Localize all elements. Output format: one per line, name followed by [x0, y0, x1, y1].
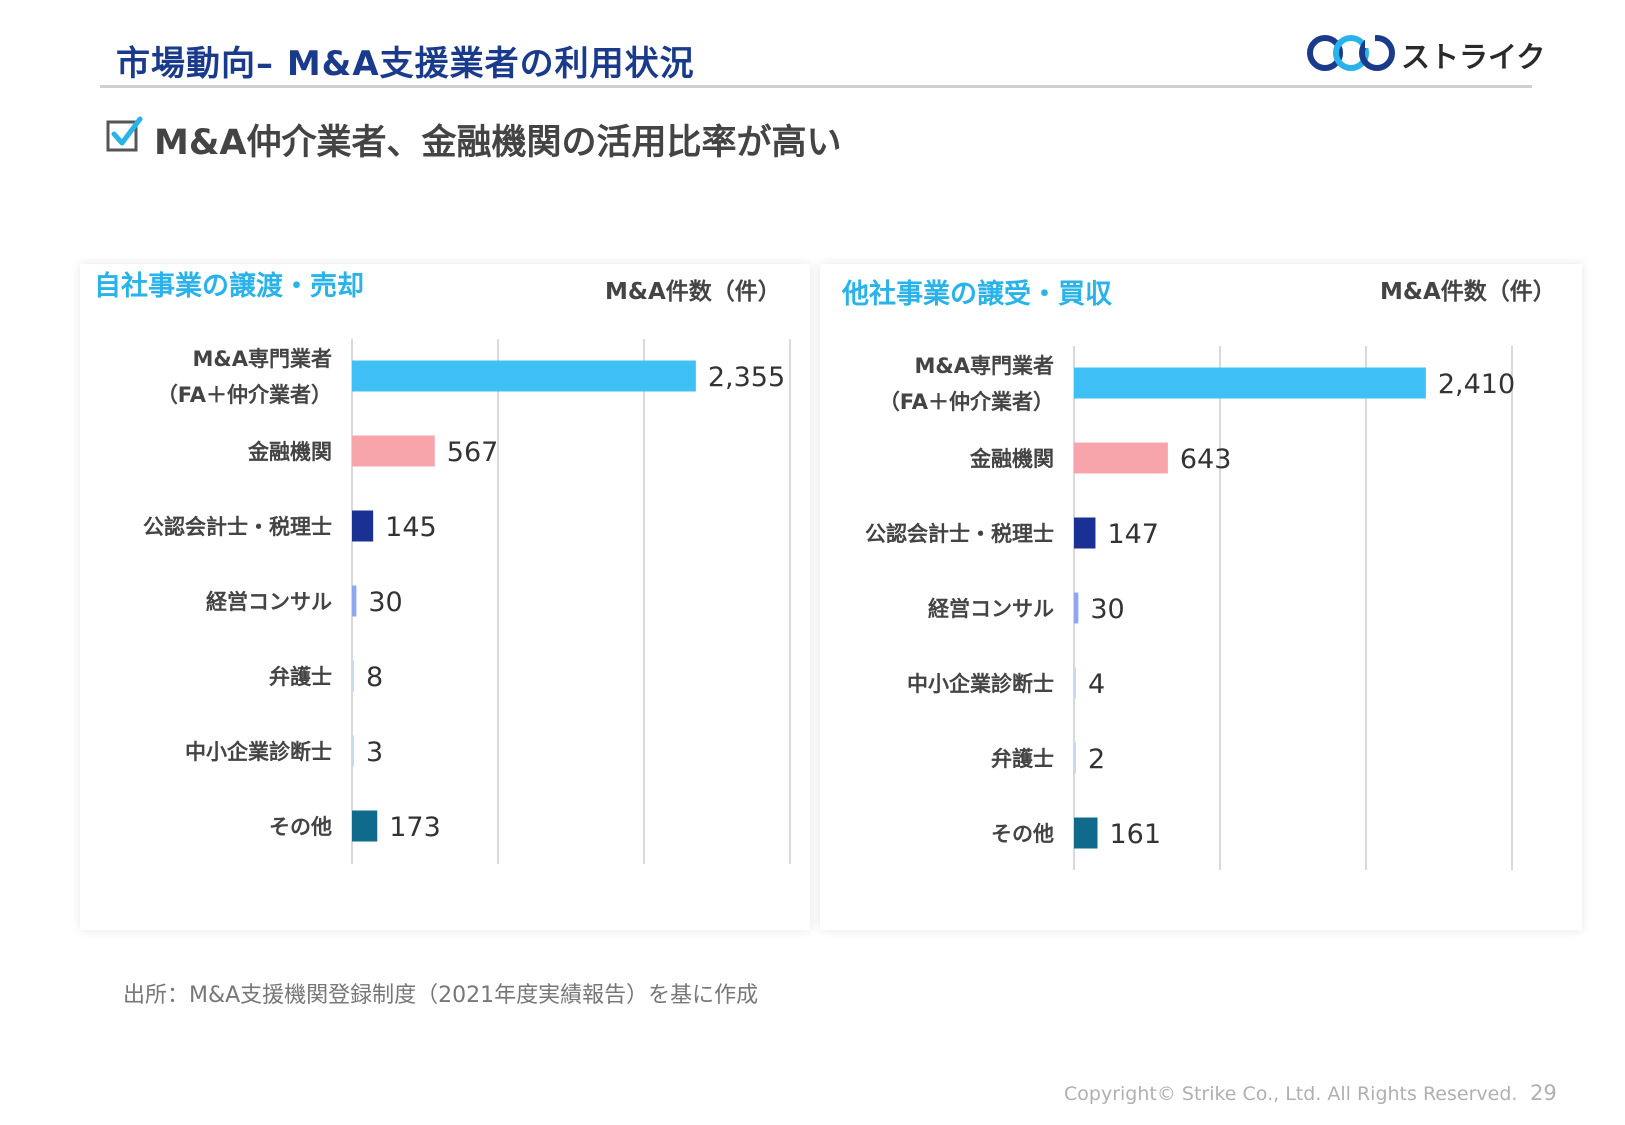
chart-unit-label: M&A件数（件） — [1380, 279, 1556, 305]
value-label: 145 — [385, 512, 437, 543]
headline-text: M&A仲介業者、金融機関の活用比率が高い — [154, 123, 842, 163]
checkbox-checked-icon — [106, 116, 143, 152]
category-label: （FA＋仲介業者） — [879, 390, 1054, 414]
chart-unit-label: M&A件数（件） — [605, 279, 781, 305]
category-label: その他 — [991, 822, 1054, 846]
value-label: 30 — [368, 587, 402, 618]
bar — [1074, 817, 1098, 849]
chart-title: 他社事業の譲受・買収 — [842, 279, 1112, 310]
value-label: 161 — [1110, 819, 1162, 850]
bar — [352, 360, 696, 392]
company-logo: ストライク — [1305, 28, 1545, 78]
bar — [352, 585, 357, 617]
category-label: 公認会計士・税理士 — [143, 515, 332, 539]
value-label: 8 — [366, 662, 383, 693]
value-label: 2,355 — [708, 362, 785, 393]
category-label: 経営コンサル — [206, 590, 332, 614]
page-number: 29 — [1530, 1081, 1557, 1105]
bar-chart-buy: M&A専門業者 （FA＋仲介業者） 2,410 金融機関 643 公認会計士・税理士 147… — [865, 346, 1515, 870]
category-label: 公認会計士・税理士 — [865, 522, 1054, 546]
category-label: その他 — [269, 815, 332, 839]
bar — [1074, 742, 1076, 774]
bar-chart-sell: M&A専門業者 （FA＋仲介業者） 2,355 金融機関 567 公認会計士・税理士 145… — [143, 339, 791, 864]
category-label: 弁護士 — [991, 747, 1054, 771]
bar — [1074, 367, 1426, 399]
value-label: 567 — [447, 437, 499, 468]
bar — [352, 660, 354, 692]
value-label: 4 — [1088, 669, 1105, 700]
bar — [1074, 667, 1076, 699]
title-divider — [100, 85, 1532, 88]
category-label: 経営コンサル — [928, 597, 1054, 621]
copyright-text: Copyright© Strike Co., Ltd. All Rights R… — [1064, 1083, 1518, 1105]
value-label: 147 — [1107, 519, 1159, 550]
bar — [352, 510, 374, 542]
bar — [352, 810, 378, 842]
category-label: 金融機関 — [247, 440, 332, 464]
category-label: 中小企業診断士 — [185, 740, 332, 764]
bar — [1074, 517, 1096, 549]
value-label: 3 — [366, 737, 383, 768]
strike-logo-icon — [1307, 34, 1395, 71]
category-label: M&A専門業者 — [915, 354, 1054, 378]
page-title: 市場動向– M&A支援業者の利用状況 — [116, 44, 695, 84]
bar — [1074, 592, 1079, 624]
value-label: 30 — [1090, 594, 1124, 625]
category-label: 弁護士 — [269, 665, 332, 689]
category-label: 金融機関 — [969, 447, 1054, 471]
chart-panel-sell: 自社事業の譲渡・売却 M&A件数（件） M&A専門業者 （FA＋仲介業者） 2,35… — [80, 264, 810, 930]
source-note: 出所：M&A支援機関登録制度（2021年度実績報告）を基に作成 — [123, 983, 759, 1008]
value-label: 643 — [1180, 444, 1232, 475]
bar — [352, 435, 435, 467]
value-label: 2 — [1088, 744, 1105, 775]
value-label: 2,410 — [1438, 369, 1515, 400]
chart-title: 自社事業の譲渡・売却 — [94, 271, 364, 302]
category-label: M&A専門業者 — [193, 347, 332, 371]
bar — [1074, 442, 1168, 474]
category-label: （FA＋仲介業者） — [157, 383, 332, 407]
bar — [352, 735, 354, 767]
chart-panel-buy: 他社事業の譲受・買収 M&A件数（件） M&A専門業者 （FA＋仲介業者） 2,41… — [820, 264, 1582, 930]
value-label: 173 — [389, 812, 441, 843]
category-label: 中小企業診断士 — [907, 672, 1054, 696]
logo-text: ストライク — [1401, 40, 1546, 74]
